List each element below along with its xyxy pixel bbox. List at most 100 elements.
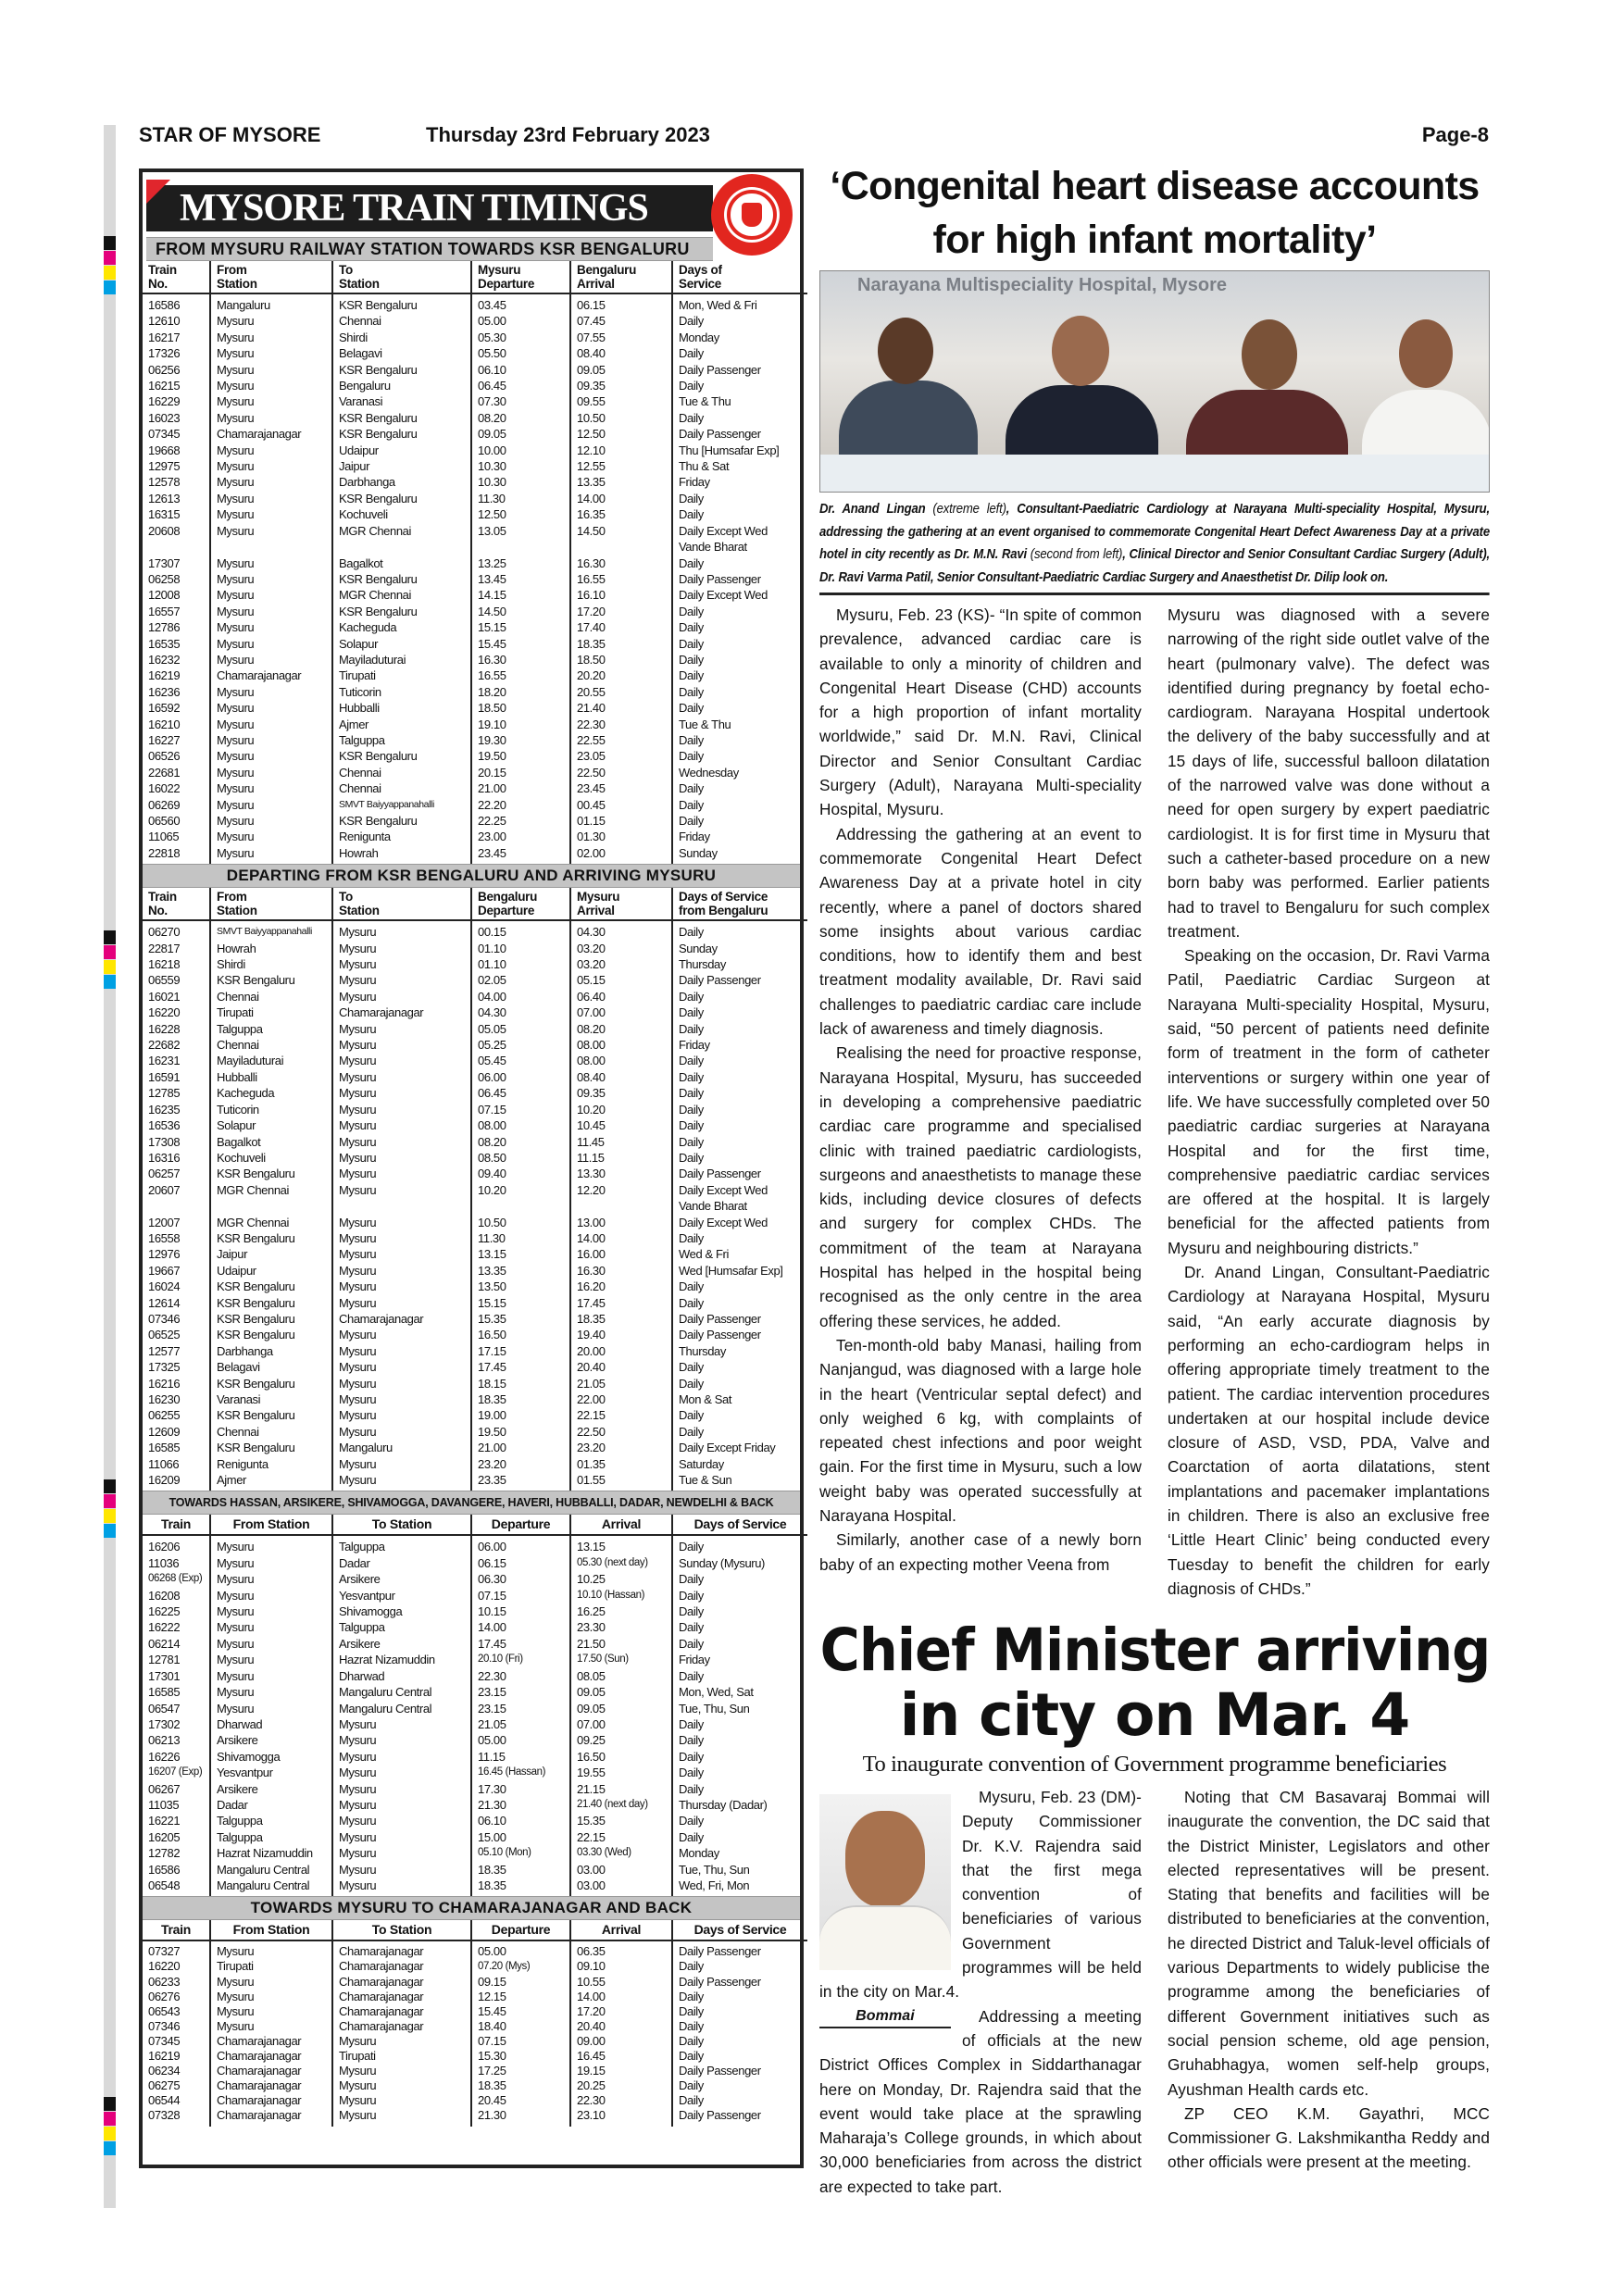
train-number: 07328 xyxy=(143,2108,211,2127)
from-station: Kacheguda xyxy=(210,1085,333,1102)
train-timings-title-area: MYSORE TRAIN TIMINGS xyxy=(143,174,800,256)
train-number: 16225 xyxy=(143,1603,211,1620)
to-station: Mysuru xyxy=(332,1068,472,1086)
arrival-time: 03.00 xyxy=(570,1861,673,1878)
days-of-service: Daily xyxy=(679,1069,704,1084)
arrival-time: 03.00 xyxy=(570,1877,673,1897)
train-number: 06255 xyxy=(143,1407,211,1424)
from-station: Chamarajanagar xyxy=(210,2033,333,2050)
to-station: MGR Chennai xyxy=(332,587,472,604)
train-row: 12782 Hazrat Nizamuddin Mysuru 05.10 (Mon) 0… xyxy=(143,1845,807,1862)
arrival-time: 08.20 xyxy=(570,1020,673,1038)
arrival-time: 16.55 xyxy=(570,570,673,588)
departure-time: 15.45 xyxy=(471,635,571,652)
arrival-time: 20.40 xyxy=(570,2018,673,2034)
section-heading: FROM MYSURU RAILWAY STATION TOWARDS KSR … xyxy=(146,237,713,261)
arrival-time: 10.45 xyxy=(570,1117,673,1134)
arrival-time: 17.50 (Sun) xyxy=(570,1652,673,1668)
train-row: 16536 Solapur Mysuru 08.00 10.45 Daily xyxy=(143,1117,807,1134)
from-station: KSR Bengaluru xyxy=(210,1407,333,1424)
train-row: 16207 (Exp) Yesvantpur Mysuru 16.45 (Hassan… xyxy=(143,1765,807,1781)
to-station: Mysuru xyxy=(332,920,472,941)
train-row: 16558 KSR Bengaluru Mysuru 11.30 14.00 Daily xyxy=(143,1229,807,1247)
arrival-time: 09.55 xyxy=(570,393,673,410)
arrival-time: 12.55 xyxy=(570,458,673,475)
to-station: Mysuru xyxy=(332,1262,472,1279)
train-row: 06214 Mysuru Arsikere 17.45 21.50 Daily xyxy=(143,1635,807,1653)
train-number: 22682 xyxy=(143,1037,211,1054)
days-of-service: Daily xyxy=(679,604,704,618)
registration-mark xyxy=(104,2112,116,2126)
column-header: Train No. xyxy=(143,261,211,294)
train-row: 16231 Mayiladuturai Mysuru 05.45 08.00 Daily xyxy=(143,1053,807,1069)
arrival-time: 12.10 xyxy=(570,442,673,459)
train-number: 06543 xyxy=(143,2003,211,2019)
arrival-time: 16.00 xyxy=(570,1246,673,1263)
days-of-service: Daily xyxy=(679,1086,704,1101)
arrival-time: 22.55 xyxy=(570,731,673,749)
to-station: Mysuru xyxy=(332,1149,472,1167)
to-station: Mysuru xyxy=(332,1279,472,1295)
days-of-service: Wed, Fri, Mon xyxy=(679,1878,750,1892)
departure-time: 04.30 xyxy=(471,1004,571,1021)
days-of-service: Daily xyxy=(679,346,704,361)
from-station: Mysuru xyxy=(210,700,333,717)
to-station: Mysuru xyxy=(332,1020,472,1038)
to-station: Solapur xyxy=(332,635,472,652)
page-number: Page-8 xyxy=(1421,123,1489,146)
train-number: 16558 xyxy=(143,1229,211,1247)
from-station: Mysuru xyxy=(210,764,333,781)
train-row: 16220 Tirupati Chamarajanagar 04.30 07.00 Dai… xyxy=(143,1004,807,1021)
arrival-time: 04.30 xyxy=(570,920,673,941)
arrival-time: 15.35 xyxy=(570,1813,673,1829)
registration-mark xyxy=(104,2127,116,2140)
days-of-service: Daily xyxy=(679,1540,704,1554)
days-of-service: Sunday xyxy=(679,845,718,860)
to-station: KSR Bengaluru xyxy=(332,603,472,620)
from-station: Mysuru xyxy=(210,555,333,571)
departure-time: 16.30 xyxy=(471,651,571,668)
to-station: Mysuru xyxy=(332,1828,472,1846)
departure-time: 18.15 xyxy=(471,1375,571,1391)
to-station: Mysuru xyxy=(332,1327,472,1343)
column-header: To Station xyxy=(332,1515,472,1537)
days-of-service: Daily xyxy=(679,749,704,764)
days-of-service: Sunday xyxy=(679,941,718,955)
days-of-service: Daily Passenger xyxy=(679,1328,761,1342)
train-row: 06234 Chamarajanagar Mysuru 17.25 19.15 Daily… xyxy=(143,2064,807,2079)
from-station: Mysuru xyxy=(210,1989,333,2004)
section-heading: TOWARDS MYSURU TO CHAMARAJANAGAR AND BAC… xyxy=(143,1896,800,1921)
to-station: Mysuru xyxy=(332,972,472,989)
departure-time: 07.20 (Mys) xyxy=(471,1959,571,1975)
days-of-service: Thursday xyxy=(679,957,726,972)
days-of-service: Daily xyxy=(679,701,704,716)
arrival-time: 08.40 xyxy=(570,1068,673,1086)
departure-time: 17.15 xyxy=(471,1342,571,1360)
train-row: 11036 Mysuru Dadar 06.15 05.30 (next day) Sun… xyxy=(143,1554,807,1572)
departure-time: 19.00 xyxy=(471,1407,571,1424)
to-station: Mysuru xyxy=(332,1845,472,1862)
to-station: Chamarajanagar xyxy=(332,1959,472,1975)
arrival-time: 11.15 xyxy=(570,1149,673,1167)
paragraph: Noting that CM Basavaraj Bommai will ina… xyxy=(1168,1788,1490,2099)
departure-time: 05.10 (Mon) xyxy=(471,1845,571,1862)
departure-time: 18.50 xyxy=(471,700,571,717)
to-station: Mysuru xyxy=(332,2078,472,2094)
train-number: 11035 xyxy=(143,1796,211,1814)
train-row: 07346 KSR Bengaluru Chamarajanagar 15.35 18.… xyxy=(143,1310,807,1328)
to-station: Mysuru xyxy=(332,2064,472,2079)
arrival-time: 06.40 xyxy=(570,988,673,1005)
departure-time: 07.15 xyxy=(471,1101,571,1118)
masthead: STAR OF MYSORE Thursday 23rd February 20… xyxy=(139,123,1489,151)
from-station: Mysuru xyxy=(210,1974,333,1990)
to-station: Chennai xyxy=(332,780,472,797)
registration-mark xyxy=(104,930,116,944)
from-station: Chamarajanagar xyxy=(210,2064,333,2079)
train-row: 16209 Ajmer Mysuru 23.35 01.55 Tue & Sun xyxy=(143,1472,807,1491)
from-station: KSR Bengaluru xyxy=(210,972,333,989)
section-heading: TOWARDS HASSAN, ARSIKERE, SHIVAMOGGA, DA… xyxy=(143,1491,800,1516)
days-of-service: Daily Passenger xyxy=(679,973,761,988)
train-row: 16219 Chamarajanagar Tirupati 16.55 20.20 Dai… xyxy=(143,668,807,684)
departure-time: 18.35 xyxy=(471,1391,571,1408)
to-station: Howrah xyxy=(332,844,472,865)
